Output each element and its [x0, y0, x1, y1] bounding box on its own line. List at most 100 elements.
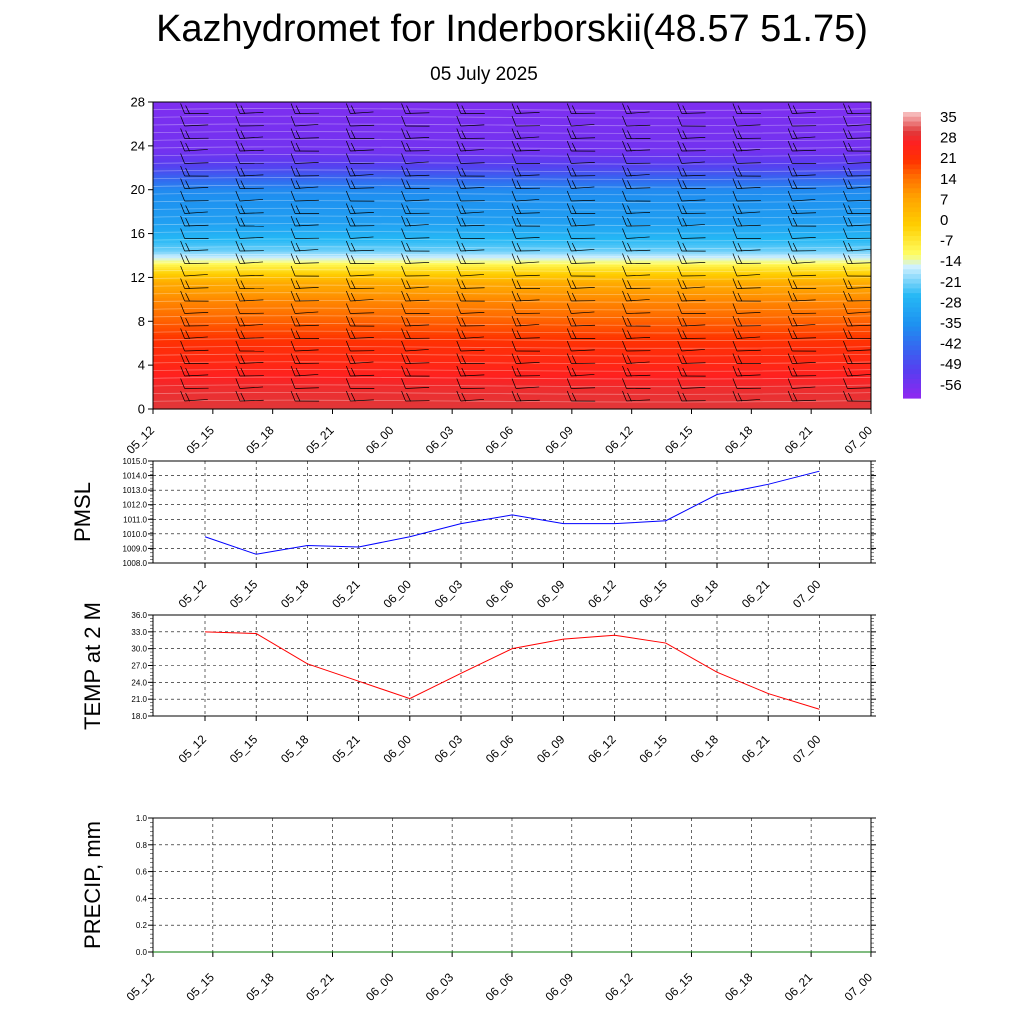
wind-barb-feather	[240, 292, 246, 302]
wind-barb-feather	[401, 365, 406, 377]
wind-barb-feather	[627, 130, 632, 139]
wind-barb-feather	[461, 317, 467, 327]
wind-barb-feather	[516, 317, 522, 327]
wind-barb-feather	[290, 190, 296, 202]
wind-barb-feather	[848, 142, 853, 152]
colorbar-swatch	[903, 164, 921, 170]
contour-line	[152, 207, 872, 211]
wind-barb	[626, 399, 651, 402]
wind-barb-feather	[290, 153, 296, 164]
x-tick-label: 06_03	[432, 732, 466, 766]
wind-barb-feather	[677, 153, 683, 164]
wind-barb-feather	[235, 115, 241, 127]
contour-line	[152, 253, 872, 257]
temperature-band	[153, 391, 871, 395]
wind-barb	[847, 224, 871, 227]
wind-barb	[239, 174, 264, 177]
wind-barb	[295, 224, 319, 227]
wind-barb	[350, 399, 374, 402]
wind-barb	[792, 362, 816, 364]
wind-barb-feather	[180, 303, 185, 314]
wind-barb	[847, 199, 872, 202]
wind-barb-feather	[240, 355, 246, 364]
wind-barb-feather	[792, 317, 798, 327]
wind-barb	[350, 274, 374, 277]
temperature-band	[153, 347, 871, 351]
x-tick-label: 06_03	[432, 577, 466, 611]
wind-barb-feather	[180, 178, 185, 189]
wind-barb-feather	[787, 303, 793, 314]
wind-barb-feather	[792, 242, 798, 252]
wind-barb-feather	[682, 292, 688, 302]
x-tick-label: 06_09	[534, 577, 568, 611]
wind-barb-feather	[345, 278, 351, 289]
temperature-band	[153, 150, 871, 154]
contour-line	[152, 284, 872, 288]
wind-barb-feather	[732, 353, 738, 364]
wind-barb-feather	[185, 180, 190, 189]
wind-barb-feather	[240, 105, 246, 114]
colorbar-swatch	[903, 240, 921, 247]
wind-barb	[239, 199, 264, 202]
wind-barb-feather	[848, 242, 853, 252]
wind-barb	[847, 324, 872, 327]
wind-barb-feather	[566, 178, 572, 189]
wind-barb-feather	[732, 378, 738, 389]
temperature-band	[153, 145, 871, 149]
wind-barb	[239, 386, 264, 389]
wind-barb	[681, 137, 706, 139]
wind-barb-feather	[461, 280, 467, 289]
contour-line	[152, 369, 872, 372]
wind-barb-feather	[456, 115, 462, 127]
wind-barb-feather	[290, 215, 296, 227]
x-tick-label: 06_18	[688, 577, 722, 611]
wind-barb-feather	[677, 128, 683, 139]
wind-barb-feather	[787, 315, 793, 327]
temperature-band	[153, 259, 871, 263]
wind-barb-feather	[843, 340, 848, 352]
wind-barb	[350, 212, 374, 214]
wind-barb-feather	[406, 130, 411, 139]
temp-panel: 18.0 21.0 24.0 27.0 30.0 33.0 36.0 05_12 05_15 05…	[80, 602, 876, 766]
wind-barb-feather	[185, 142, 190, 152]
wind-barb-feather	[180, 390, 185, 402]
wind-barb-feather	[516, 292, 522, 302]
y-tick-label: 0	[138, 402, 145, 417]
wind-barb-feather	[290, 203, 296, 214]
wind-barb-feather	[235, 278, 241, 289]
wind-barb-feather	[235, 315, 241, 327]
wind-barb-feather	[345, 240, 351, 252]
wind-barb-feather	[295, 355, 301, 364]
temperature-band	[153, 180, 871, 184]
contour-line	[152, 192, 872, 196]
wind-barb	[350, 249, 375, 252]
wind-barb-feather	[787, 178, 793, 189]
wind-barb-feather	[235, 128, 241, 139]
wind-barb-feather	[345, 265, 351, 277]
wind-barb-feather	[345, 215, 351, 227]
wind-barb-feather	[456, 378, 462, 389]
pmsl-series-line	[204, 470, 820, 555]
wind-barb-feather	[732, 178, 738, 189]
temperature-band	[153, 338, 871, 342]
wind-barb	[350, 111, 374, 114]
temperature-band	[153, 231, 871, 235]
temperature-band	[153, 123, 871, 127]
wind-barb-feather	[627, 392, 632, 402]
wind-barb	[681, 262, 706, 264]
temperature-band	[153, 134, 871, 138]
wind-barb	[571, 186, 595, 189]
wind-barb	[295, 262, 319, 264]
wind-barb-feather	[682, 255, 688, 264]
wind-barb-feather	[290, 103, 296, 114]
wind-barb-feather	[511, 340, 517, 352]
temperature-band	[153, 154, 871, 158]
contour-line	[152, 169, 872, 173]
cross-section-panel: 0 4 8 12 16 20 24 28 05_12 05_15 05_18 05_21 06_00 06…	[124, 95, 962, 457]
temperature-band	[153, 108, 871, 112]
wind-barb-feather	[622, 115, 627, 127]
wind-barb	[239, 324, 264, 327]
wind-barb	[184, 211, 208, 214]
temperature-band	[153, 389, 871, 393]
wind-barb-feather	[787, 378, 793, 389]
